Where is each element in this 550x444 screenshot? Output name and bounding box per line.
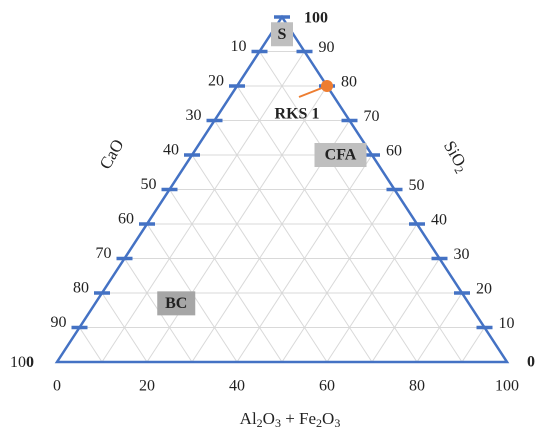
sio2-tick-label: 30 [454, 246, 470, 263]
region-box-cfa [314, 143, 367, 167]
region-box-s [271, 22, 293, 47]
cao-tick-label: 100 [10, 354, 34, 371]
grid-line-al2o3 [326, 223, 418, 363]
axis-title-cao: CaO [96, 136, 128, 172]
point-label-rks1: RKS 1 [275, 106, 320, 123]
grid-line-cao [79, 327, 103, 363]
grid-line-cao [214, 120, 373, 363]
region-label-cfa: CFA [325, 147, 357, 164]
axis-title-al2o3-fe2o3: Al2O3 + Fe2O3 [240, 409, 341, 430]
sio2-tick-label: 10 [499, 315, 515, 332]
grid-line-al2o3 [101, 51, 305, 363]
sio2-tick-label: 60 [386, 143, 402, 160]
cao-tick-label: 40 [163, 142, 179, 159]
axis-title-sio2: SiO2 [438, 137, 472, 176]
cao-tick-label: 20 [208, 73, 224, 90]
cao-tick-label: 50 [141, 176, 157, 193]
data-points: RKS 1 [275, 80, 333, 123]
al2o3-tick-label: 40 [229, 378, 245, 395]
al2o3-tick-label: 20 [139, 378, 155, 395]
grid-line-cao [101, 292, 148, 363]
sio2-tick-label: 80 [341, 74, 357, 91]
al2o3-tick-label: 80 [409, 378, 425, 395]
al2o3-tick-label: 0 [53, 378, 61, 395]
sio2-tick-label: 70 [364, 108, 380, 125]
grid-line-al2o3 [371, 258, 440, 363]
sio2-tick-label: 40 [431, 212, 447, 229]
cao-tick-label: 10 [231, 38, 247, 55]
sio2-tick-label: 90 [319, 39, 335, 56]
grid-line-al2o3 [416, 292, 463, 363]
region-labels: S CFA BC [157, 22, 367, 316]
cao-tick-label: 30 [186, 107, 202, 124]
tick-labels: 10 20 30 40 50 60 70 80 90 100 90 80 70 60 50 40 30 20 10 1… [10, 10, 535, 395]
cao-tick-label: 80 [73, 280, 89, 297]
sio2-tick-label: 20 [476, 281, 492, 298]
cao-tick-label: 70 [96, 245, 112, 262]
region-label-s: S [278, 26, 287, 43]
grid-line-al2o3 [461, 327, 485, 363]
grid-line-cao [259, 51, 463, 363]
sio2-tick-label: 50 [409, 177, 425, 194]
tick-marks [71, 15, 493, 330]
grid-line-al2o3 [281, 189, 395, 363]
sio2-tick-label: 0 [527, 354, 535, 371]
grid-lines [79, 51, 485, 363]
sio2-tick-label: 100 [304, 10, 328, 27]
grid-line-cao [169, 189, 283, 363]
cao-tick-label: 60 [118, 211, 134, 228]
data-point-rks1 [321, 80, 333, 92]
region-box-bc [157, 291, 196, 316]
al2o3-tick-label: 100 [495, 378, 519, 395]
al2o3-tick-label: 60 [319, 378, 335, 395]
cao-tick-label: 90 [51, 314, 67, 331]
region-label-bc: BC [165, 295, 187, 312]
